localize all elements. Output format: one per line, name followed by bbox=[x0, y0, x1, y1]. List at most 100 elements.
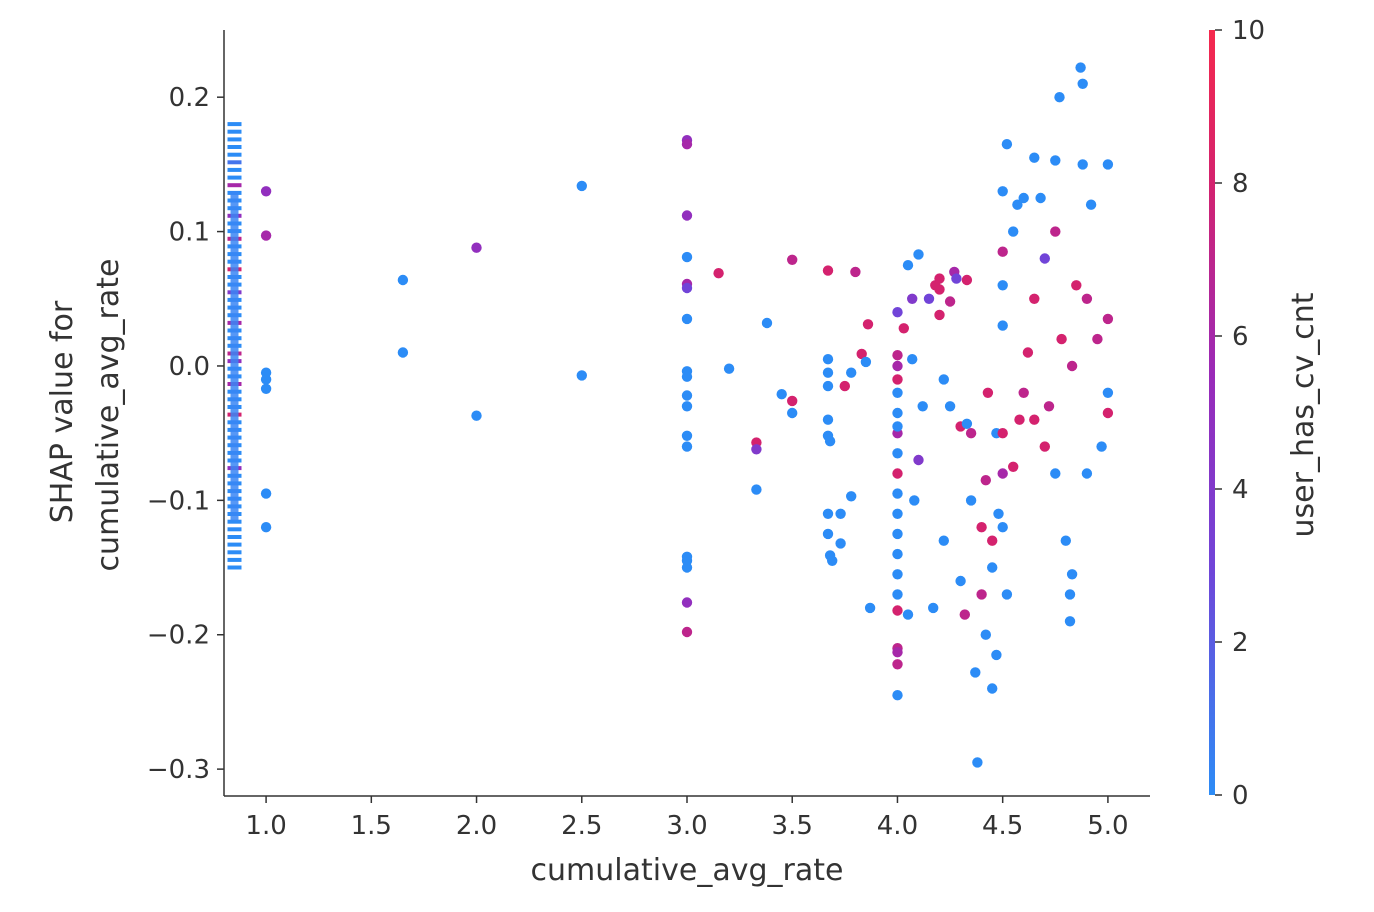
scatter-point bbox=[1008, 461, 1019, 472]
scatter-point bbox=[850, 266, 861, 278]
scatter-point bbox=[835, 508, 846, 519]
scatter-point bbox=[787, 395, 798, 407]
scatter-point bbox=[913, 454, 924, 466]
x-tick-label: 2.5 bbox=[561, 811, 602, 841]
scatter-point bbox=[260, 186, 272, 197]
scatter-point bbox=[761, 317, 773, 329]
scatter-point bbox=[787, 407, 798, 419]
scatter-point bbox=[1085, 199, 1097, 210]
scatter-point bbox=[944, 401, 956, 412]
scatter-point bbox=[1096, 441, 1107, 452]
x-tick-label: 3.0 bbox=[666, 811, 707, 841]
scatter-point bbox=[892, 690, 903, 701]
scatter-point bbox=[909, 495, 920, 506]
scatter-point bbox=[260, 383, 272, 394]
scatter-point bbox=[965, 428, 977, 439]
scatter-point bbox=[892, 360, 903, 372]
scatter-point bbox=[1043, 401, 1055, 412]
scatter-point bbox=[892, 647, 903, 658]
scatter-point bbox=[961, 418, 973, 429]
scatter-point bbox=[864, 602, 876, 614]
scatter-point bbox=[860, 356, 872, 368]
scatter-point bbox=[824, 436, 836, 447]
scatter-point bbox=[1102, 387, 1114, 398]
y-tick-label: 0.2 bbox=[169, 83, 210, 113]
scatter-point bbox=[961, 274, 973, 286]
missing-value-bar bbox=[227, 519, 242, 524]
x-tick-label: 4.0 bbox=[877, 811, 918, 841]
scatter-point bbox=[898, 323, 909, 334]
scatter-point bbox=[892, 307, 903, 318]
scatter-point bbox=[822, 508, 834, 519]
scatter-point bbox=[1075, 62, 1086, 73]
scatter-point bbox=[822, 528, 834, 540]
scatter-point bbox=[913, 249, 924, 260]
x-tick-label: 2.0 bbox=[456, 811, 497, 841]
scatter-point bbox=[892, 659, 903, 670]
scatter-point bbox=[1077, 159, 1088, 170]
scatter-point bbox=[907, 354, 918, 365]
scatter-point bbox=[997, 522, 1008, 533]
x-tick-label: 5.0 bbox=[1087, 811, 1128, 841]
scatter-point bbox=[576, 180, 587, 192]
scatter-point bbox=[1029, 152, 1040, 163]
scatter-points bbox=[260, 62, 1114, 768]
scatter-point bbox=[681, 251, 693, 263]
missing-value-bar bbox=[227, 565, 242, 570]
scatter-point bbox=[1077, 78, 1088, 90]
scatter-point bbox=[1050, 468, 1061, 479]
missing-value-band bbox=[230, 191, 239, 521]
scatter-point bbox=[1060, 535, 1072, 546]
missing-value-bar bbox=[227, 145, 242, 149]
x-tick-label: 1.0 bbox=[245, 811, 286, 841]
scatter-point bbox=[1012, 199, 1023, 210]
colorbar-tick-label: 6 bbox=[1232, 322, 1249, 352]
scatter-point bbox=[681, 562, 693, 573]
scatter-point bbox=[917, 401, 928, 412]
scatter-point bbox=[1081, 468, 1093, 479]
x-tick-label: 3.5 bbox=[772, 811, 813, 841]
scatter-point bbox=[892, 468, 903, 479]
scatter-point bbox=[1054, 92, 1065, 103]
scatter-point bbox=[892, 387, 903, 398]
scatter-point bbox=[822, 414, 834, 425]
missing-value-bar bbox=[227, 175, 242, 180]
scatter-point bbox=[1102, 159, 1114, 170]
scatter-point bbox=[1056, 333, 1067, 345]
scatter-point bbox=[976, 522, 987, 533]
missing-value-bar bbox=[227, 550, 242, 555]
scatter-point bbox=[938, 374, 949, 385]
scatter-point bbox=[1029, 414, 1040, 425]
missing-value-strip bbox=[227, 122, 242, 570]
scatter-point bbox=[934, 284, 945, 295]
scatter-point bbox=[723, 363, 735, 374]
scatter-point bbox=[260, 488, 272, 499]
scatter-point bbox=[955, 575, 966, 587]
colorbar bbox=[1209, 30, 1215, 795]
scatter-point bbox=[835, 538, 846, 549]
scatter-point bbox=[902, 609, 914, 620]
scatter-point bbox=[951, 273, 962, 284]
scatter-point bbox=[1050, 155, 1061, 166]
scatter-point bbox=[892, 605, 903, 616]
scatter-point bbox=[1071, 280, 1082, 291]
scatter-point bbox=[751, 484, 762, 495]
scatter-point bbox=[923, 293, 935, 304]
scatter-point bbox=[822, 380, 834, 392]
scatter-point bbox=[976, 589, 987, 600]
scatter-point bbox=[260, 374, 272, 385]
scatter-point bbox=[1050, 226, 1061, 237]
missing-value-bar bbox=[227, 557, 242, 562]
scatter-point bbox=[1001, 589, 1013, 600]
missing-value-bar bbox=[227, 152, 242, 157]
scatter-point bbox=[846, 491, 857, 502]
scatter-point bbox=[965, 495, 977, 506]
scatter-point bbox=[907, 293, 918, 304]
missing-value-bar bbox=[227, 183, 242, 188]
scatter-point bbox=[681, 371, 693, 382]
scatter-point bbox=[959, 609, 970, 620]
y-tick-label: −0.3 bbox=[147, 755, 210, 785]
scatter-point bbox=[987, 535, 998, 546]
x-tick-label: 1.5 bbox=[351, 811, 392, 841]
